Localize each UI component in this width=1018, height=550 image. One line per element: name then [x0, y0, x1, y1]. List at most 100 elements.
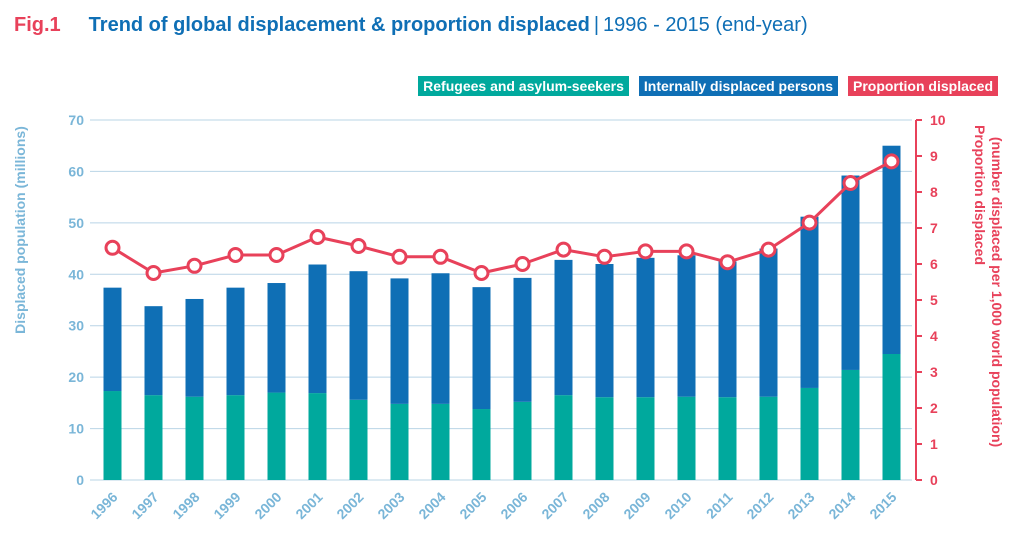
left-tick-label: 50 — [68, 215, 84, 231]
proportion-point — [309, 229, 326, 245]
bar-refugees — [308, 393, 327, 480]
bar-refugees — [267, 392, 286, 480]
right-tick-label: 8 — [930, 184, 938, 200]
bar-idps — [759, 248, 778, 397]
x-tick-label: 2008 — [579, 489, 612, 522]
proportion-point — [555, 241, 572, 258]
x-tick-label: 2001 — [292, 489, 325, 522]
bar-refugees — [841, 369, 860, 480]
bar-refugees — [144, 395, 163, 480]
bar-idps — [800, 216, 819, 388]
proportion-point — [186, 257, 203, 274]
bar-refugees — [759, 396, 778, 480]
bar-idps — [677, 255, 696, 397]
left-tick-label: 70 — [68, 112, 84, 128]
proportion-point — [801, 214, 818, 231]
bar-refugees — [349, 399, 368, 480]
proportion-point — [842, 175, 859, 191]
x-tick-label: 2002 — [333, 489, 366, 522]
bar-idps — [882, 145, 901, 354]
bar-idps — [472, 287, 491, 410]
proportion-point — [678, 243, 695, 260]
proportion-point — [350, 238, 367, 254]
proportion-point — [145, 265, 162, 281]
bar-refugees — [185, 396, 204, 480]
bar-idps — [185, 298, 204, 397]
right-axis-label-line2: (number displaced per 1,000 world popula… — [989, 137, 1005, 447]
bar-refugees — [472, 409, 491, 480]
x-tick-label: 1996 — [87, 489, 120, 522]
proportion-point — [637, 243, 654, 260]
bar-idps — [841, 175, 860, 370]
right-tick-label: 7 — [930, 220, 938, 236]
x-tick-label: 2000 — [251, 489, 284, 522]
proportion-point — [391, 248, 408, 265]
x-tick-label: 2014 — [825, 489, 858, 522]
proportion-point — [883, 153, 900, 170]
right-tick-label: 4 — [930, 328, 938, 344]
bars — [103, 145, 901, 480]
bar-idps — [308, 264, 327, 394]
proportion-point — [719, 254, 736, 271]
right-tick-label: 3 — [930, 364, 938, 380]
legend-idps: Internally displaced persons — [638, 76, 838, 96]
bar-idps — [226, 287, 245, 396]
bar-idps — [595, 264, 614, 398]
bar-idps — [144, 306, 163, 396]
proportion-point — [227, 247, 244, 263]
proportion-point — [104, 239, 121, 256]
x-tick-label: 2005 — [456, 489, 489, 522]
right-tick-label: 2 — [930, 400, 938, 416]
x-tick-label: 2013 — [784, 489, 817, 522]
bar-idps — [636, 257, 655, 398]
bar-refugees — [800, 387, 819, 480]
x-tick-label: 2010 — [661, 489, 694, 522]
proportion-point — [760, 241, 777, 258]
right-tick-label: 5 — [930, 292, 938, 308]
bar-refugees — [554, 395, 573, 480]
right-tick-label: 10 — [930, 112, 946, 128]
x-tick-label: 2003 — [374, 489, 407, 522]
x-tick-label: 2006 — [497, 489, 530, 522]
right-axis-label-line1: Proportion displaced — [972, 125, 988, 265]
bar-idps — [103, 287, 122, 392]
chart-title: Trend of global displacement & proportio… — [88, 14, 590, 36]
bar-refugees — [718, 397, 737, 480]
left-axis-label: Displaced population (millions) — [12, 126, 28, 334]
figure-label: Fig.1 — [14, 14, 61, 36]
bar-refugees — [226, 395, 245, 480]
bar-idps — [390, 278, 409, 404]
proportion-point — [514, 256, 531, 272]
left-tick-label: 0 — [76, 472, 84, 488]
bar-idps — [431, 273, 450, 404]
legend-proportion: Proportion displaced — [847, 76, 998, 96]
proportion-point — [432, 248, 449, 265]
left-tick-label: 60 — [68, 163, 84, 179]
proportion-point — [473, 265, 490, 281]
bar-refugees — [513, 401, 532, 480]
title-separator: | — [593, 14, 600, 36]
bar-refugees — [882, 354, 901, 480]
bar-refugees — [431, 403, 450, 480]
proportion-point — [596, 248, 613, 265]
chart-header: Fig.1 Trend of global displacement & prop… — [14, 14, 808, 37]
x-tick-label: 2007 — [538, 489, 571, 522]
left-tick-label: 10 — [68, 421, 84, 437]
x-tick-label: 1998 — [169, 489, 202, 522]
bar-refugees — [390, 403, 409, 480]
left-tick-label: 30 — [68, 318, 84, 334]
bar-idps — [718, 261, 737, 398]
bar-idps — [349, 271, 368, 400]
chart-subtitle: 1996 - 2015 (end-year) — [603, 14, 808, 36]
x-tick-label: 2009 — [620, 489, 653, 522]
x-tick-label: 2015 — [866, 489, 899, 522]
x-tick-label: 1997 — [128, 489, 161, 522]
proportion-point — [268, 247, 285, 263]
x-tick-label: 2011 — [703, 489, 736, 522]
x-tick-label: 1999 — [210, 489, 243, 522]
chart-legend: Refugees and asylum-seekers Internally d… — [418, 76, 998, 96]
right-tick-label: 9 — [930, 148, 938, 164]
gridlines — [90, 119, 912, 481]
bar-idps — [267, 283, 286, 393]
bar-refugees — [636, 397, 655, 480]
